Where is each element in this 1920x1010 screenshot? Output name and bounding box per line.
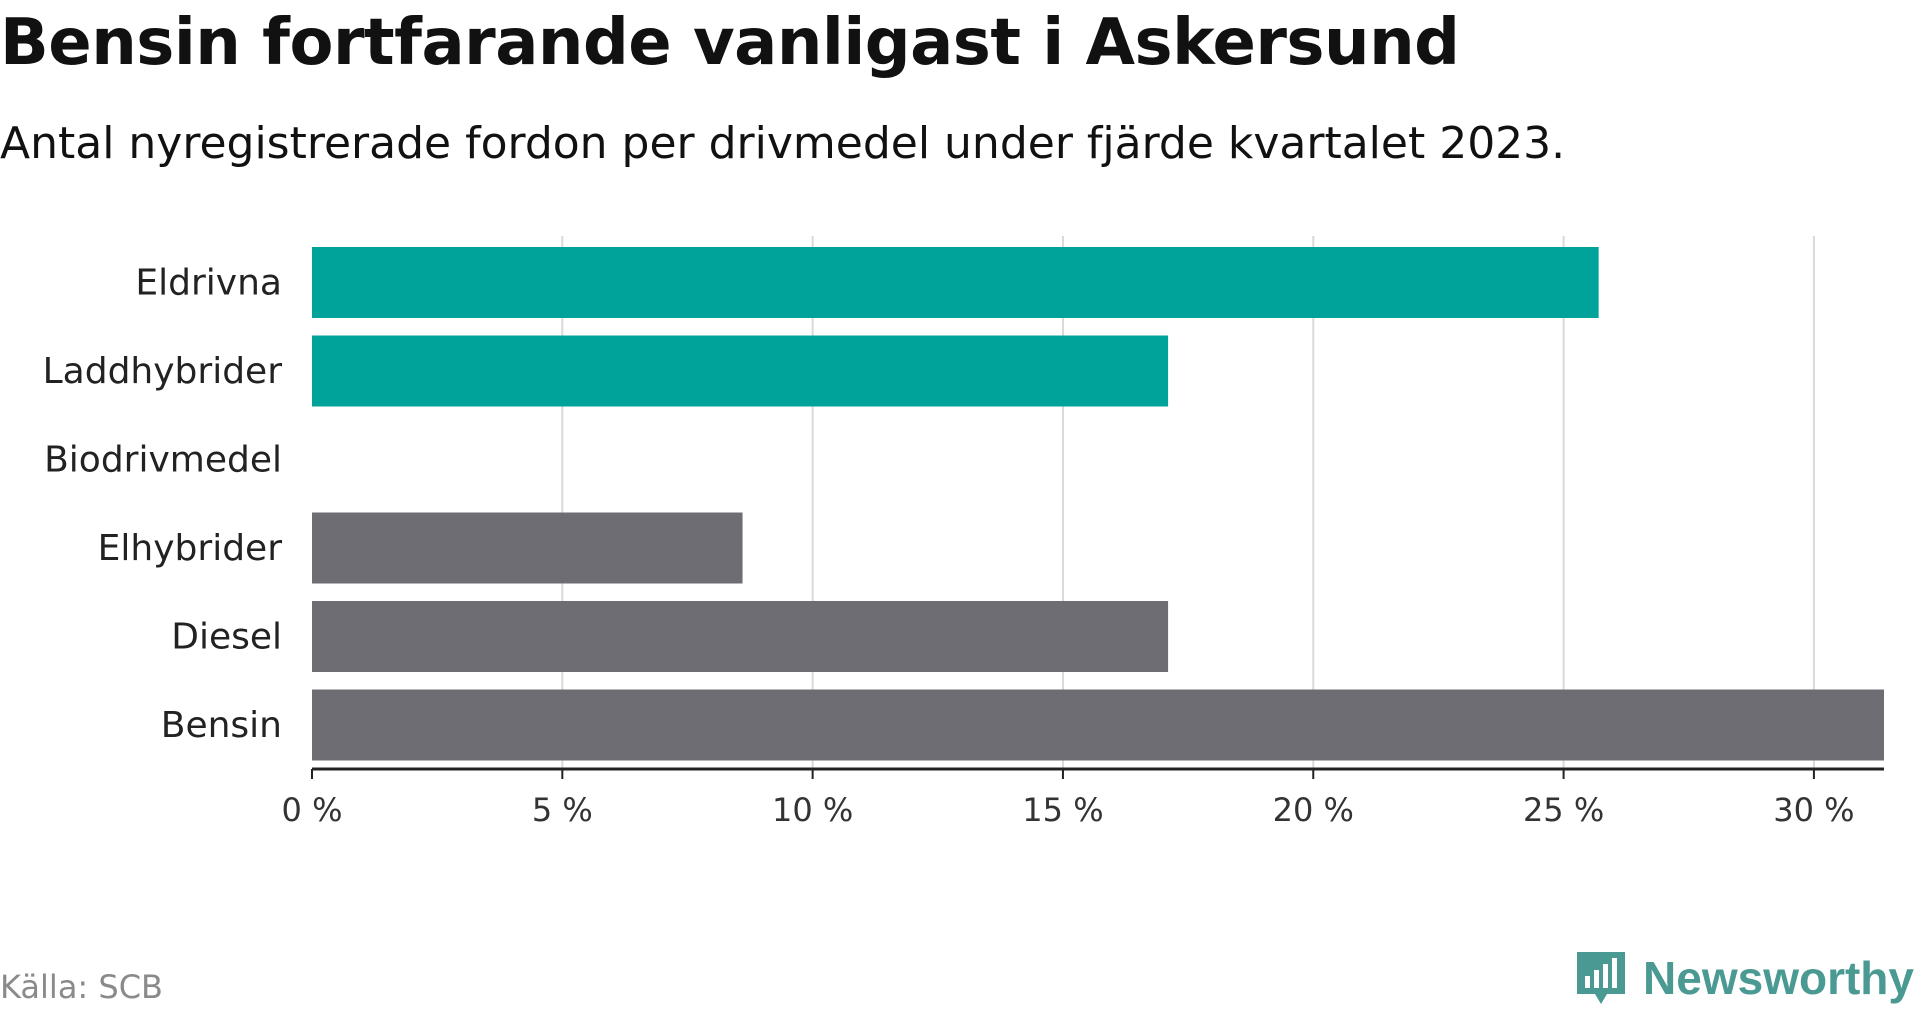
x-tick-label: 20 % <box>1273 791 1354 829</box>
brand-name: Newsworthy <box>1643 952 1914 1004</box>
x-axis: 0 % 5 % 10 % 15 % 20 % 25 % 30 % <box>282 767 1884 829</box>
bar-chart: Eldrivna Laddhybrider Biodrivmedel Elhybrid… <box>43 236 1884 829</box>
source-note: Källa: SCB <box>0 968 163 1006</box>
bar-diesel <box>312 601 1169 672</box>
page-title: Bensin fortfarande vanligast i Askersund <box>0 6 1460 80</box>
category-labels: Eldrivna Laddhybrider Biodrivmedel Elhybrid… <box>43 263 283 747</box>
category-label: Laddhybrider <box>43 351 283 392</box>
x-tick-label: 10 % <box>772 791 853 829</box>
x-tick-label: 5 % <box>532 791 593 829</box>
bar-elhybrider <box>312 512 743 584</box>
bar-eldrivna <box>312 247 1599 318</box>
newsworthy-logo-icon <box>1577 952 1626 1004</box>
category-label: Diesel <box>171 617 282 658</box>
bars <box>312 247 1884 761</box>
bar-laddhybrider <box>312 335 1169 407</box>
bar-bensin <box>312 689 1884 761</box>
x-tick-label: 30 % <box>1773 791 1854 829</box>
category-label: Biodrivmedel <box>44 440 282 481</box>
chart-subtitle: Antal nyregistrerade fordon per drivmede… <box>0 118 1566 169</box>
x-tick-label: 15 % <box>1022 791 1103 829</box>
x-tick-label: 0 % <box>282 791 343 829</box>
category-label: Bensin <box>161 705 282 746</box>
brand-logo: Newsworthy <box>1573 948 1914 1008</box>
category-label: Elhybrider <box>98 528 283 569</box>
grid-lines <box>561 236 1815 769</box>
x-tick-label: 25 % <box>1523 791 1604 829</box>
category-label: Eldrivna <box>135 263 282 304</box>
